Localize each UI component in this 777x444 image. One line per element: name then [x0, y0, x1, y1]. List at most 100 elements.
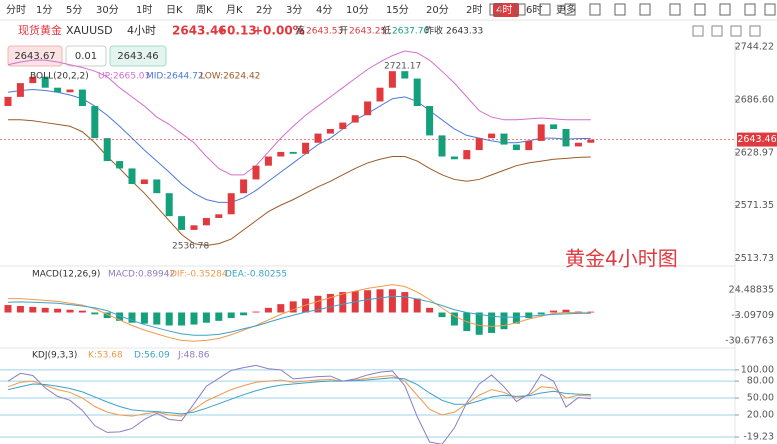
macd-bar: [165, 312, 173, 326]
legend-d: D:56.09: [134, 351, 170, 361]
candle: [103, 138, 111, 162]
tool-icon[interactable]: [764, 3, 776, 16]
candle: [550, 124, 558, 129]
macd-bar: [202, 312, 210, 323]
candle: [438, 135, 446, 157]
interval-button[interactable]: 周K: [196, 4, 213, 16]
indicator-name: MACD(12,26,9): [32, 270, 100, 280]
candle: [401, 71, 409, 79]
interval-button[interactable]: 20分: [426, 4, 449, 16]
high-note: 2721.17: [384, 62, 421, 72]
legend-macd: MACD:0.89942: [108, 270, 175, 280]
interval-button[interactable]: 月K: [226, 4, 243, 16]
y-tick-label: 20.00: [747, 409, 774, 420]
candle: [227, 193, 235, 215]
interval-button[interactable]: 2时: [466, 4, 482, 16]
lot-input[interactable]: [65, 45, 107, 67]
macd-bar: [364, 290, 372, 313]
interval-button[interactable]: 30分: [96, 4, 119, 16]
view-icon[interactable]: [692, 25, 704, 37]
lot-size: 0.01: [75, 51, 97, 62]
macd-bar: [16, 306, 24, 313]
candle: [426, 106, 434, 136]
legend-dea: DEA:-0.80255: [225, 270, 287, 280]
macd-bar: [413, 298, 421, 313]
price-tag-label: 2643.46: [737, 134, 776, 145]
tool-icon[interactable]: [514, 3, 526, 16]
indicator-line: [7, 50, 591, 176]
macd-bar: [29, 306, 37, 313]
y-tick-label: -30.67763: [725, 335, 774, 346]
interval-button[interactable]: 日K: [166, 5, 183, 16]
macd-bar: [103, 312, 111, 319]
candle: [66, 89, 74, 93]
interval-button[interactable]: 更多: [556, 3, 576, 16]
candle: [240, 179, 248, 194]
macd-bar: [550, 310, 558, 313]
interval-button[interactable]: 10分: [346, 4, 369, 16]
tool-icon[interactable]: [694, 3, 706, 16]
candle: [475, 138, 483, 151]
symbol-name[interactable]: 现货黄金: [18, 23, 62, 37]
interval-button[interactable]: 5分: [66, 4, 82, 16]
legend-up: UP:2665.03: [98, 72, 150, 82]
macd-bar: [140, 312, 148, 324]
y-tick-label: 24.48835: [729, 284, 774, 295]
indicator-line: [7, 375, 591, 417]
legend-j: J:48.86: [177, 351, 210, 361]
tool-icon[interactable]: [639, 3, 651, 16]
macd-bar: [512, 312, 520, 324]
interval-button[interactable]: 分时: [6, 4, 26, 16]
interval-button[interactable]: 1时: [136, 4, 152, 16]
macd-bar: [215, 312, 223, 321]
interval-button[interactable]: 6时: [526, 4, 542, 16]
candle: [78, 89, 86, 107]
interval-button[interactable]: 4分: [316, 4, 332, 16]
candle: [388, 71, 396, 88]
macd-bar: [376, 289, 384, 313]
candle: [277, 151, 285, 157]
y-tick-label: 50.00: [747, 393, 774, 404]
candle: [178, 216, 186, 230]
interval-button[interactable]: 2分: [256, 4, 272, 16]
indicator-name: BOLL(20,2,2): [30, 72, 89, 82]
candle: [488, 133, 496, 139]
tool-icon[interactable]: [589, 3, 601, 16]
buy-price: 2643.46: [117, 51, 158, 62]
tool-icon[interactable]: [719, 3, 731, 16]
interval-button[interactable]: 3分: [286, 4, 302, 16]
candle: [140, 179, 148, 185]
macd-bar: [66, 309, 74, 313]
indicator-line: [7, 89, 591, 203]
tool-icon[interactable]: [614, 3, 626, 16]
candle: [537, 124, 545, 141]
macd-bar: [54, 308, 62, 313]
low-label: 低: [382, 25, 391, 37]
macd-bar: [525, 312, 533, 319]
view-icon[interactable]: [711, 25, 723, 37]
high-label: 高: [296, 25, 305, 37]
tool-icon[interactable]: [669, 3, 681, 16]
interval-button[interactable]: 1分: [36, 4, 52, 16]
tool-icon[interactable]: [564, 3, 576, 16]
buy-button[interactable]: [109, 45, 167, 67]
period[interactable]: 4小时: [127, 24, 156, 37]
candle: [29, 76, 37, 84]
macd-bar: [388, 289, 396, 313]
view-icon[interactable]: [749, 25, 761, 37]
macd-bar: [91, 312, 99, 315]
price-tag: [737, 132, 777, 147]
candle: [574, 142, 582, 147]
tool-icon[interactable]: [744, 3, 756, 16]
interval-button[interactable]: 15分: [386, 4, 409, 16]
candle: [252, 165, 260, 180]
view-icon[interactable]: [730, 25, 742, 37]
y-tick-label: 2571.35: [735, 200, 774, 211]
candle: [562, 128, 570, 147]
tool-icon[interactable]: [489, 3, 501, 16]
change: +0.13: [217, 24, 257, 38]
interval-button[interactable]: 4时: [496, 4, 512, 16]
indicator-line: [7, 377, 591, 415]
indicator-line: [8, 284, 591, 342]
tool-icon[interactable]: [539, 3, 551, 16]
